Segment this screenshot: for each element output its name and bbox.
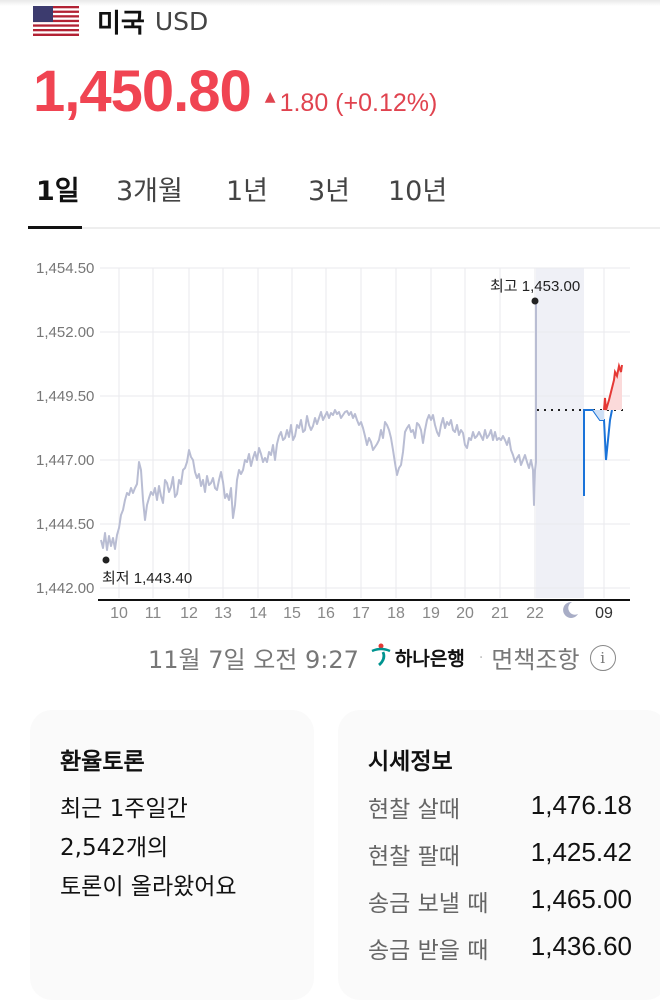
- y-tick: 1,449.50: [36, 388, 95, 405]
- rate-label: 현찰 살때: [368, 797, 460, 823]
- y-tick: 1,444.50: [36, 516, 95, 533]
- x-tick: 22: [526, 605, 544, 622]
- discussion-line: 2,542개의: [60, 835, 169, 861]
- high-label: 최고 1,453.00: [490, 278, 581, 295]
- discussion-line: 토론이 올라왔어요: [60, 874, 237, 900]
- x-tick: 19: [422, 605, 440, 622]
- timestamp: 11월 7일 오전 9:27: [148, 646, 359, 674]
- x-tick: 15: [283, 605, 301, 622]
- exchange-rate-chart[interactable]: 1,454.50 1,452.00 1,449.50 1,447.00 1,44…: [0, 255, 660, 635]
- triangle-up-icon: ▲: [264, 89, 276, 105]
- rate-row: 현찰 팔때 1,425.42: [368, 837, 660, 871]
- x-tick: 17: [352, 605, 370, 622]
- tab-10-years[interactable]: 10년: [388, 176, 448, 207]
- chart-footer: 11월 7일 오전 9:27 하나은행 · 면책조항 i: [148, 640, 616, 675]
- rate-row: 송금 받을 때 1,436.60: [368, 931, 660, 965]
- rate-row: 현찰 살때 1,476.18: [368, 790, 660, 824]
- info-circle-icon[interactable]: i: [589, 644, 616, 671]
- currency-code: USD: [154, 6, 209, 36]
- rate-value: 1,465.00: [530, 884, 632, 914]
- x-tick: 12: [180, 605, 198, 622]
- x-tick: 20: [456, 605, 474, 622]
- currency-header: 미국 USD: [33, 4, 209, 39]
- tab-1-year[interactable]: 1년: [226, 176, 269, 207]
- moon-icon: [561, 601, 579, 624]
- disclaimer-link[interactable]: 면책조항: [491, 646, 580, 674]
- separator: ·: [478, 649, 484, 666]
- night-region: [536, 268, 584, 598]
- active-tab-indicator: [28, 226, 82, 229]
- current-price: 1,450.80: [33, 59, 252, 124]
- y-tick: 1,452.00: [36, 324, 95, 341]
- bank-name: 하나은행: [394, 648, 465, 670]
- bank-source: 하나은행: [371, 643, 465, 672]
- high-marker: [531, 297, 539, 305]
- tab-3-years[interactable]: 3년: [308, 176, 351, 207]
- discussion-title: 환율토론: [60, 749, 145, 775]
- low-label: 최저 1,443.40: [102, 570, 193, 587]
- price-row: 1,450.80 ▲ 1.80 (+0.12%): [33, 58, 437, 125]
- x-tick: 18: [387, 605, 405, 622]
- x-tick: 21: [491, 605, 509, 622]
- x-tick: 13: [214, 605, 232, 622]
- y-tick: 1,447.00: [36, 452, 95, 469]
- rate-label: 현찰 팔때: [368, 844, 460, 870]
- us-flag-icon: [33, 6, 79, 36]
- hana-bank-logo-icon: [371, 643, 391, 672]
- top-shadow: [0, 0, 660, 6]
- country-name: 미국: [97, 8, 145, 39]
- rates-card[interactable]: 시세정보 현찰 살때 1,476.18 현찰 팔때 1,425.42 송금 보낼…: [338, 710, 660, 1000]
- rates-title: 시세정보: [368, 749, 453, 775]
- rate-value: 1,425.42: [530, 837, 632, 867]
- tab-1-day[interactable]: 1일: [36, 176, 80, 207]
- x-tick: 10: [110, 605, 128, 622]
- y-tick: 1,442.00: [36, 580, 95, 597]
- x-tick: 09: [595, 605, 613, 622]
- discussion-summary: 최근 1주일간 2,542개의 토론이 올라왔어요: [60, 790, 237, 907]
- period-tabs: 1일 3개월 1년 3년 10년: [28, 165, 660, 229]
- y-tick: 1,454.50: [36, 260, 95, 277]
- rate-row: 송금 보낼 때 1,465.00: [368, 884, 660, 918]
- price-change: 1.80 (+0.12%): [279, 89, 438, 117]
- rate-label: 송금 보낼 때: [368, 891, 489, 917]
- x-tick: 14: [249, 605, 267, 622]
- low-marker: [102, 556, 110, 564]
- discussion-card[interactable]: 환율토론 최근 1주일간 2,542개의 토론이 올라왔어요: [30, 710, 314, 1000]
- tab-3-months[interactable]: 3개월: [116, 176, 183, 207]
- discussion-line: 최근 1주일간: [60, 796, 188, 822]
- rate-label: 송금 받을 때: [368, 938, 489, 964]
- x-tick: 16: [317, 605, 335, 622]
- rate-value: 1,436.60: [530, 931, 632, 961]
- x-tick: 11: [144, 605, 162, 622]
- rate-value: 1,476.18: [530, 790, 632, 820]
